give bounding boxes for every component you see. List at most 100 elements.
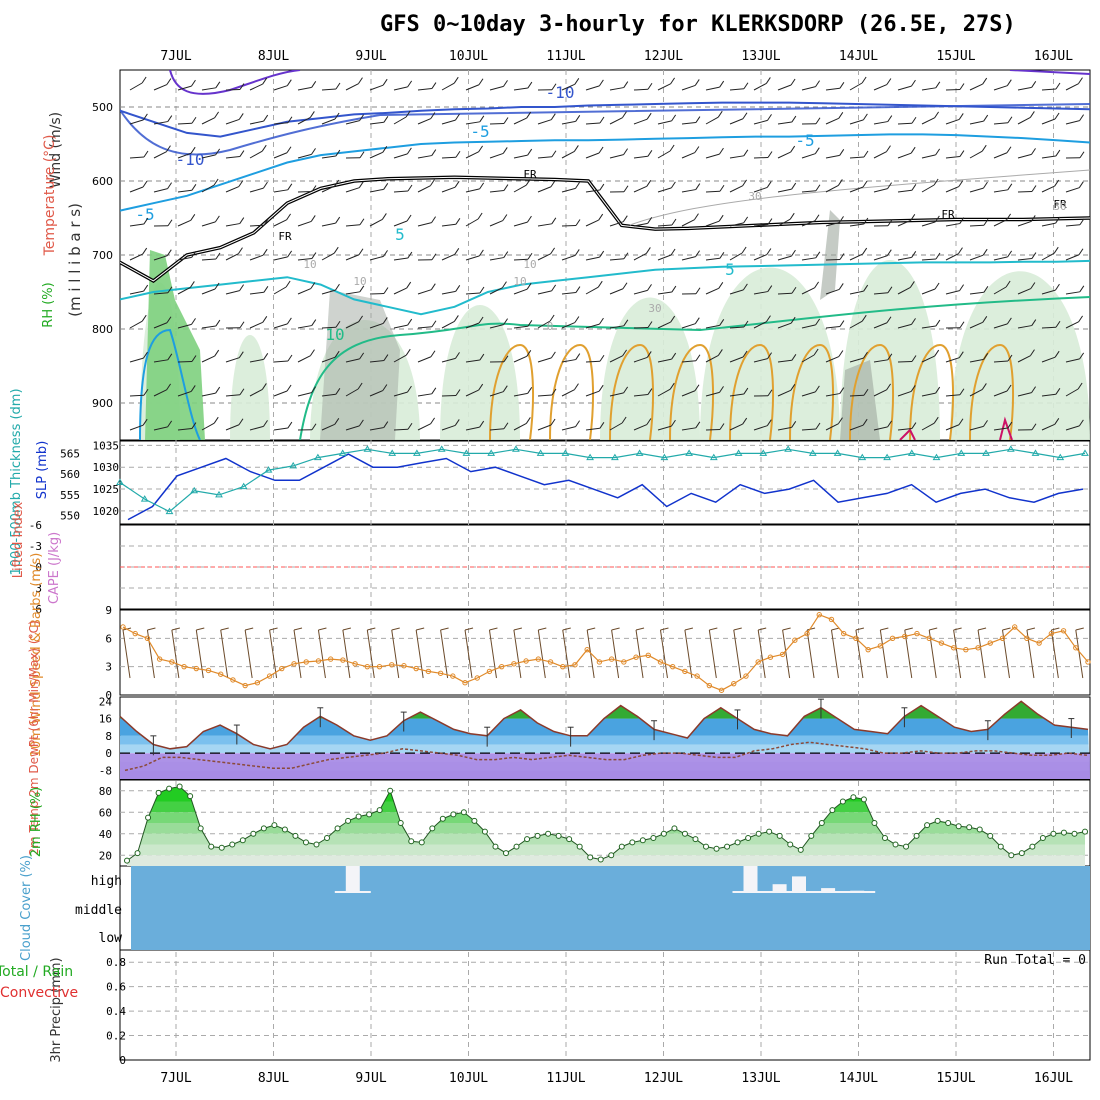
rh-marker	[692, 836, 699, 843]
wind-barb-10m	[342, 629, 351, 679]
wind-barb	[561, 322, 576, 329]
rh-marker	[966, 824, 973, 831]
wind-barb-flag	[887, 353, 893, 361]
wind-barb-flag	[166, 78, 172, 85]
thickness-marker	[1006, 445, 1015, 452]
wind-barb-flag	[886, 383, 891, 391]
wind-barb-flag	[213, 178, 219, 186]
wind-barb	[945, 118, 960, 125]
rh-marker	[387, 787, 394, 794]
wind-barb-flag	[286, 317, 292, 325]
wind-barb-10m	[757, 629, 766, 679]
wind-barb	[585, 152, 600, 159]
wind-barb-flag	[815, 422, 821, 430]
thickness-marker	[1031, 449, 1040, 456]
wind-barb-flag	[191, 184, 197, 191]
contour-label: FR	[523, 168, 537, 181]
wind-barb-flag	[982, 316, 988, 323]
wind-barb-10m	[928, 629, 937, 679]
rh-marker	[334, 825, 341, 832]
wind-barb	[729, 252, 743, 261]
wind-barb	[897, 189, 912, 193]
wind-barb-flag	[142, 418, 148, 426]
wind-barb	[1017, 355, 1031, 363]
wind-barb	[657, 83, 671, 91]
wind-barb-flag	[669, 144, 675, 152]
isotherm-warm-left	[139, 328, 201, 440]
date-label-bottom: 14JUL	[839, 1071, 878, 1086]
wind-barb-flag	[598, 79, 604, 87]
wind-barb-flag	[1005, 280, 1011, 288]
wind-barb-flag	[765, 77, 771, 84]
wind-barb-10m-flag	[538, 627, 547, 631]
wind-barb	[705, 220, 720, 227]
wind-barb-flag	[143, 150, 149, 158]
wind-barb	[921, 87, 936, 91]
wind-barb	[969, 150, 983, 159]
wind-barb	[393, 428, 409, 431]
wind-barb-flag	[742, 417, 748, 425]
slp-tick-label: 1030	[93, 461, 120, 474]
slp-tick-label: 1025	[93, 483, 120, 496]
wind-barb	[825, 356, 840, 363]
wind-barb-10m-flag	[782, 627, 791, 631]
isotherm-minus5	[120, 133, 1090, 212]
wind-barb-flag	[455, 352, 460, 359]
wind-barb-flag	[1078, 419, 1084, 427]
wind-barb-flag	[311, 252, 317, 259]
wind-barb	[993, 219, 1007, 227]
wind-barb	[777, 255, 792, 261]
wind-barb	[345, 425, 360, 431]
rh-marker	[881, 835, 888, 842]
rh-marker	[755, 830, 762, 837]
pressure-tick-label: 600	[92, 175, 113, 188]
wind-barb	[921, 422, 935, 431]
wind-barb-flag	[861, 76, 867, 84]
temp-tick-label: 0	[105, 747, 112, 760]
wind-speed-marker	[120, 624, 126, 630]
wind-barb-flag	[214, 282, 220, 290]
wind-barb-flag	[886, 145, 891, 152]
wind-barb-flag	[767, 352, 773, 359]
wind-barb-flag	[815, 318, 821, 326]
wind-barb	[393, 287, 407, 295]
wind-barb	[729, 289, 744, 295]
thickness-marker	[363, 445, 372, 452]
wind-speed-marker	[303, 659, 309, 665]
wind-barb-flag	[550, 180, 556, 188]
rh-marker	[871, 820, 878, 826]
wind-barb-flag	[838, 112, 844, 119]
wind-barb-flag	[239, 150, 245, 157]
wind-barb-flag	[478, 316, 484, 324]
wind-barb	[1089, 361, 1090, 362]
wind-barb	[777, 188, 792, 193]
wind-barb	[177, 189, 192, 193]
wind-barb-flag	[263, 114, 269, 122]
wind-barb-flag	[431, 149, 437, 156]
wind-barb	[657, 321, 671, 329]
wind-barb-flag	[598, 146, 604, 154]
wind-barb-flag	[935, 386, 941, 394]
wind-barb	[1065, 358, 1080, 363]
wind-barb-flag	[909, 281, 915, 288]
wind-barb	[441, 290, 456, 295]
rh-marker	[460, 809, 467, 816]
wind-barb-flag	[1031, 81, 1037, 88]
slp-ylabel-thick: 1000-500mb Thickness (dm)	[9, 388, 24, 575]
temp-below-zero	[120, 753, 1090, 779]
wind-barb-10m-flag	[733, 627, 742, 631]
wind-barb-flag	[191, 251, 197, 258]
wind-barb-flag	[621, 416, 627, 424]
thickness-marker	[808, 449, 817, 456]
wind-barb	[777, 151, 791, 159]
rh-shaded-region	[230, 335, 270, 440]
wind-speed-marker	[718, 687, 725, 693]
wind-barb	[609, 355, 623, 363]
wind-barb	[345, 358, 360, 363]
wind-barb	[801, 428, 817, 431]
wind-barb-flag	[767, 218, 773, 225]
wind-barb-flag	[359, 114, 365, 121]
rh-marker	[418, 839, 425, 846]
cloud-tick-label: low	[99, 931, 123, 946]
wind-barb-flag	[597, 280, 603, 288]
